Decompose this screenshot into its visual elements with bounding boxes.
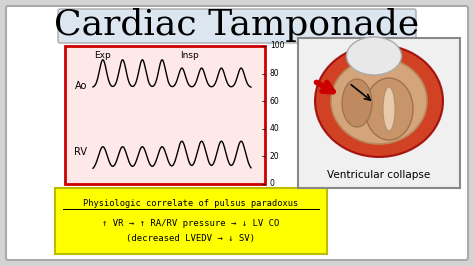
Text: 20: 20 [270, 152, 280, 161]
FancyBboxPatch shape [58, 9, 416, 43]
Text: Exp: Exp [95, 51, 111, 60]
Text: Cardiac Tamponade: Cardiac Tamponade [55, 8, 419, 42]
Bar [298, 38, 460, 188]
Ellipse shape [383, 87, 395, 131]
Text: 60: 60 [270, 97, 280, 106]
Text: Physiologic correlate of pulsus paradoxus: Physiologic correlate of pulsus paradoxu… [83, 200, 299, 209]
Ellipse shape [346, 37, 401, 75]
Ellipse shape [365, 78, 413, 140]
Text: 80: 80 [270, 69, 280, 78]
Ellipse shape [331, 58, 427, 144]
Text: Ao: Ao [75, 81, 87, 91]
Text: (decreased LVEDV → ↓ SV): (decreased LVEDV → ↓ SV) [127, 235, 255, 243]
Ellipse shape [342, 79, 372, 127]
FancyBboxPatch shape [6, 6, 468, 260]
Ellipse shape [315, 45, 443, 157]
Text: 40: 40 [270, 124, 280, 133]
Text: 0: 0 [270, 180, 275, 189]
Text: ↑ VR → ↑ RA/RV pressure → ↓ LV CO: ↑ VR → ↑ RA/RV pressure → ↓ LV CO [102, 218, 280, 227]
Bar [55, 188, 327, 254]
Text: RV: RV [74, 147, 88, 157]
Bar [65, 46, 265, 184]
Text: Insp: Insp [181, 51, 200, 60]
Text: 100: 100 [270, 41, 284, 51]
Text: Ventricular collapse: Ventricular collapse [328, 170, 430, 180]
